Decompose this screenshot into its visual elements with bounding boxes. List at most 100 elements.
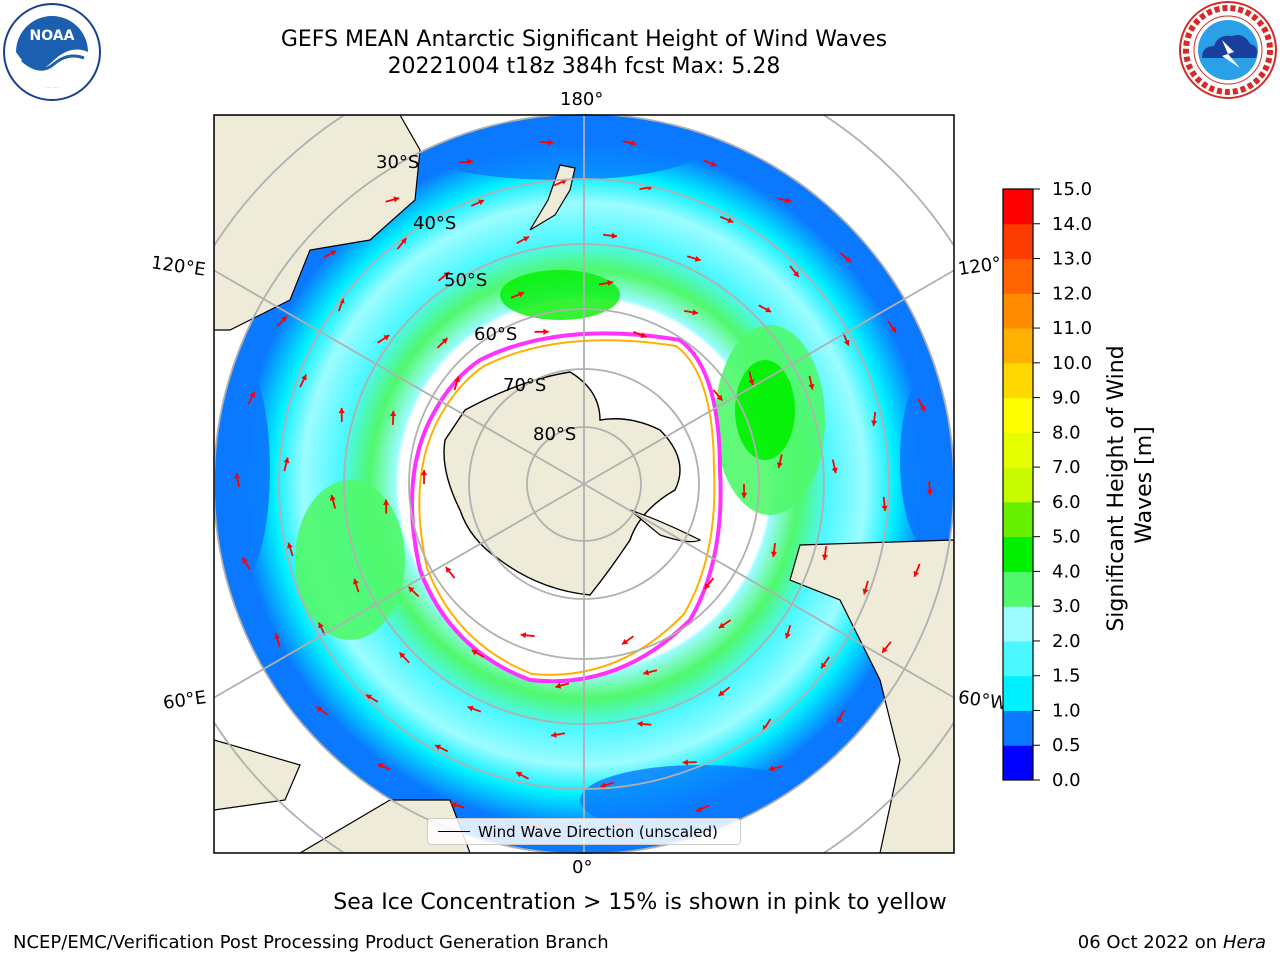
national-weather-service-logo	[1179, 1, 1277, 99]
colorbar-tick-label: 3.0	[1052, 596, 1081, 617]
wave-arrow-head	[471, 650, 478, 656]
colorbar-tick-label: 4.0	[1052, 561, 1081, 582]
colorbar-band	[1003, 571, 1033, 607]
wave-arrow-head	[443, 272, 450, 278]
colorbar-tick-label: 10.0	[1052, 353, 1092, 374]
wave-arrow-head	[704, 583, 711, 589]
wave-arrow-head	[467, 705, 474, 712]
footer-host: Hera	[1222, 932, 1266, 953]
colorbar-band	[1003, 606, 1033, 642]
colorbar-band	[1003, 328, 1033, 364]
wave-arrow-head	[329, 495, 336, 501]
wave-arrow-head	[420, 470, 428, 476]
wave-arrow-head	[393, 196, 400, 203]
wave-arrow-head	[926, 489, 933, 496]
svg-text:NOAA: NOAA	[30, 28, 75, 44]
wave-arrow-head	[622, 638, 629, 645]
wave-arrow-head	[399, 652, 406, 659]
colorbar-tick-label: 14.0	[1052, 214, 1092, 235]
wave-arrow-head	[821, 662, 827, 669]
wave-arrow-head	[692, 309, 698, 316]
wave-arrow-head	[808, 383, 815, 390]
parallel-label-30s: 30°S	[376, 152, 420, 173]
graticule	[214, 115, 954, 853]
wave-arrow-head	[390, 410, 397, 417]
colorbar-band	[1003, 362, 1033, 399]
svg-text:Significant Height of Wind: Significant Height of Wind Waves [m]	[1104, 338, 1157, 631]
wave-arrow-head	[890, 326, 897, 333]
wave-arrow-head	[718, 690, 725, 696]
legend-line-swatch	[438, 831, 470, 832]
wave-arrow-head	[640, 332, 647, 339]
colorbar-band	[1003, 501, 1033, 538]
colorbar-band	[1003, 467, 1033, 503]
wave-arrow-head	[523, 236, 530, 242]
colorbar-tick-label: 1.0	[1052, 700, 1081, 721]
colorbar-band	[1003, 189, 1033, 225]
wave-arrow-head	[467, 158, 473, 165]
wave-arrow-head	[600, 782, 607, 789]
wave-arrow-head	[765, 306, 772, 313]
chart-title: GEFS MEAN Antarctic Significant Height o…	[280, 27, 888, 52]
wave-arrow-head	[919, 405, 926, 412]
wave-arrow-head	[881, 505, 888, 511]
wave-arrow-head	[450, 801, 457, 808]
parallel-label-40s: 40°S	[413, 213, 457, 234]
wave-arrow-head	[518, 291, 525, 298]
sea-ice-caption: Sea Ice Concentration > 15% is shown in …	[333, 890, 947, 915]
wave-arrow-head	[793, 271, 799, 277]
wave-arrow-head	[785, 197, 792, 204]
wave-arrow-head	[478, 199, 485, 206]
wave-arrow-head	[843, 339, 850, 346]
colorbar-band	[1003, 640, 1033, 677]
wave-arrow-head	[316, 706, 323, 713]
wave-arrow-head	[400, 238, 407, 245]
wave-arrow-head	[516, 771, 523, 778]
wave-arrow-head	[301, 374, 307, 381]
colorbar-tick-label: 6.0	[1052, 492, 1081, 513]
colorbar-tick-label: 0.0	[1052, 770, 1081, 791]
wave-arrow-head	[871, 420, 878, 426]
ice-edge-pink	[410, 331, 723, 684]
parallel-label-80s: 80°S	[533, 424, 577, 445]
colorbar-tick-label: 5.0	[1052, 527, 1081, 548]
wave-arrow-head	[862, 588, 869, 595]
colorbar-tick-label: 13.0	[1052, 249, 1092, 270]
legend-label: Wind Wave Direction (unscaled)	[478, 823, 718, 841]
wave-arrow-head	[682, 759, 689, 766]
footer-branch: NCEP/EMC/Verification Post Processing Pr…	[13, 932, 609, 953]
wave-arrow-head	[408, 586, 415, 593]
wave-arrow-head	[740, 492, 748, 498]
wave-arrow-head	[882, 646, 888, 653]
wave-arrow-head	[274, 633, 281, 640]
wave-arrow-head	[836, 716, 843, 723]
wave-arrow-head	[913, 570, 920, 577]
wave-arrow-head	[338, 297, 345, 304]
colorbar-label-line1: Significant Height of Wind	[1104, 345, 1129, 631]
map-frame	[213, 114, 955, 854]
wave-arrow-head	[770, 551, 778, 557]
wave-arrow-head	[445, 567, 452, 574]
footer-date: 06 Oct 2022 on Hera	[1078, 932, 1266, 953]
wave-arrow-head	[696, 806, 703, 812]
wave-arrow-head	[748, 379, 755, 386]
wave-arrow-head	[630, 140, 637, 147]
parallel-label-70s: 70°S	[503, 375, 547, 396]
colorbar-tick-label: 9.0	[1052, 388, 1081, 409]
colorbar-band	[1003, 432, 1033, 468]
wind-wave-arrows	[234, 139, 933, 830]
wave-arrow-head	[548, 139, 554, 146]
meridian-label-0: 0°	[572, 857, 593, 878]
wave-arrow-head	[716, 394, 723, 401]
colorbar-band	[1003, 745, 1033, 781]
colorbar-band	[1003, 675, 1033, 711]
colorbar-tick-label: 8.0	[1052, 422, 1081, 443]
wave-arrow-head	[454, 376, 461, 383]
wave-arrow-head	[768, 765, 775, 772]
colorbar-tick-label: 12.0	[1052, 283, 1092, 304]
chart-subtitle: 20221004 t18z 384h fcst Max: 5.28	[387, 54, 781, 79]
wave-arrow-head	[338, 407, 345, 414]
colorbar-band	[1003, 223, 1033, 260]
colorbar-band	[1003, 536, 1033, 572]
wave-arrow-head	[234, 473, 241, 479]
